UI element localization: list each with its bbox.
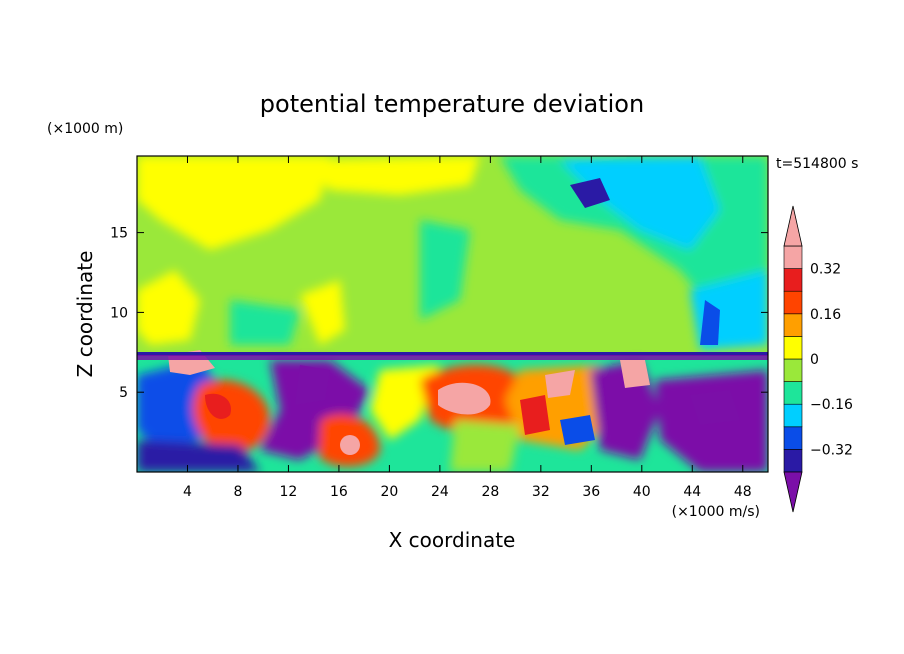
upper-yellow-patch [137, 270, 200, 345]
lower-purple-patch [260, 360, 370, 460]
x-tick-label: 12 [280, 484, 298, 500]
x-tick-label: 48 [734, 484, 752, 500]
upper-yellow-patch [300, 156, 480, 195]
lower-pink-core [438, 382, 491, 415]
y-axis-label: Z coordinate [73, 251, 97, 378]
lower-purple-core [690, 390, 740, 425]
upper-yellow-patch [137, 156, 330, 250]
colorbar: 0.32 0.16 0 −0.16 −0.32 [783, 205, 853, 513]
lower-red-core [205, 393, 231, 419]
x-tick-label: 24 [431, 484, 449, 500]
time-label: t=514800 s [776, 156, 858, 172]
colorbar-min-arrow [783, 471, 803, 513]
upper-green-patch [230, 300, 300, 345]
colorbar-tick-label: 0 [810, 352, 819, 368]
y-tick-label: 15 [110, 226, 128, 242]
y-unit-label: (×1000 m) [47, 121, 123, 137]
x-axis-ticks: 4 8 12 16 20 24 28 32 36 40 44 48 [183, 156, 752, 500]
colorbar-tick-label: 0.16 [810, 307, 841, 323]
colorbar-band [783, 290, 803, 315]
x-tick-label: 40 [633, 484, 651, 500]
lower-red-core [520, 395, 550, 435]
colorbar-band [783, 358, 803, 382]
x-tick-label: 16 [330, 484, 348, 500]
lower-purple-core [295, 365, 330, 405]
x-tick-label: 4 [183, 484, 192, 500]
x-tick-label: 8 [233, 484, 242, 500]
contour-field [137, 156, 768, 472]
lower-pink-core [545, 370, 575, 398]
plot-frame [136, 155, 769, 473]
x-tick-label: 36 [582, 484, 600, 500]
x-tick-label: 32 [532, 484, 550, 500]
colorbar-band [783, 336, 803, 360]
lower-pink-core [620, 360, 650, 388]
colorbar-band [783, 245, 803, 269]
x-tick-label: 44 [683, 484, 701, 500]
colorbar-max-arrow [783, 205, 803, 247]
tropopause-line [137, 352, 768, 356]
tropopause-band [137, 355, 768, 360]
colorbar-band [783, 313, 803, 337]
colorbar-tick-label: 0.32 [810, 262, 841, 278]
colorbar-band [783, 268, 803, 292]
upper-yellow-patch [300, 280, 345, 345]
lower-green-patch [450, 420, 520, 472]
y-axis-ticks: 5 10 15 [110, 226, 768, 401]
colorbar-band [783, 381, 803, 405]
upper-blue-spot [700, 300, 720, 345]
lower-pink-core [340, 435, 360, 455]
colorbar-tick-label: −0.16 [810, 397, 853, 413]
x-unit-label: (×1000 m/s) [672, 504, 760, 520]
lower-navy-patch [137, 440, 260, 472]
colorbar-band [783, 426, 803, 450]
chart-title: potential temperature deviation [260, 90, 644, 118]
upper-green-patch [420, 220, 470, 320]
colorbar-tick-label: −0.32 [810, 442, 853, 458]
colorbar-band [783, 403, 803, 428]
x-axis-label: X coordinate [389, 528, 516, 552]
y-tick-label: 5 [119, 385, 128, 401]
lower-blue-core [560, 415, 595, 445]
x-tick-label: 28 [481, 484, 499, 500]
upper-blue-spot [570, 178, 610, 208]
colorbar-band [783, 449, 803, 473]
x-tick-label: 20 [380, 484, 398, 500]
y-tick-label: 10 [110, 305, 128, 321]
